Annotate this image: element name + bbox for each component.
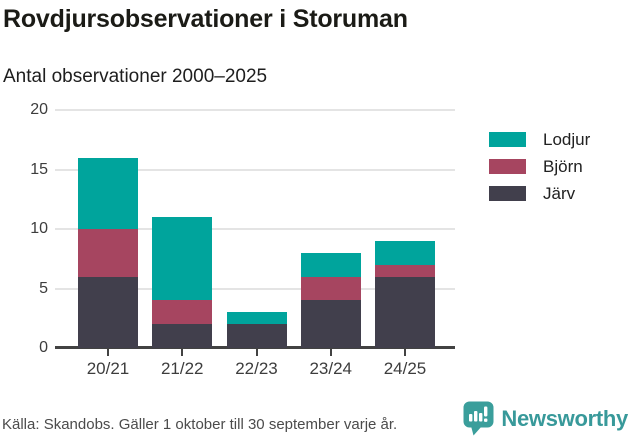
x-axis-label: 20/21 (86, 359, 130, 378)
gridline (55, 109, 455, 111)
x-axis-tick (404, 349, 406, 356)
legend-label: Järv (543, 183, 576, 203)
y-axis-label: 0 (39, 339, 48, 356)
bar-segment-björn (152, 300, 213, 324)
bar-segment-järv (300, 300, 361, 348)
legend-item: Järv (489, 180, 590, 207)
legend-label: Björn (543, 156, 583, 176)
x-axis-label: 22/23 (235, 359, 278, 378)
newsworthy-speech-bubble-bar-chart-icon (463, 401, 494, 436)
bar-column (375, 110, 435, 348)
source-note: Källa: Skandobs. Gäller 1 oktober till 3… (2, 416, 398, 433)
legend: Lodjur Björn Järv (489, 126, 590, 207)
legend-swatch (489, 132, 526, 147)
bar-segment-lodjur (226, 312, 287, 324)
x-axis-tick (255, 349, 258, 356)
x-axis-label: 23/24 (309, 359, 353, 378)
newsworthy-logo[interactable]: Newsworthy (463, 401, 628, 436)
bar-segment-björn (300, 277, 361, 300)
page-title: Rovdjursobservationer i Storuman (3, 5, 408, 33)
bar-segment-björn (78, 229, 138, 277)
legend-swatch (489, 159, 526, 174)
bar-column (300, 110, 361, 348)
bar-column (152, 110, 213, 348)
y-axis-label: 5 (39, 279, 48, 297)
bar-segment-lodjur (152, 217, 213, 300)
newsworthy-wordmark: Newsworthy (501, 405, 628, 431)
y-axis-label: 10 (30, 220, 48, 237)
bar-segment-lodjur (300, 253, 361, 277)
x-axis-label: 21/22 (160, 359, 204, 378)
bar-segment-lodjur (375, 241, 435, 265)
bar-segment-järv (152, 324, 213, 348)
legend-label: Lodjur (543, 129, 591, 149)
chart-subtitle: Antal observationer 2000–2025 (3, 66, 268, 87)
bar-column (226, 110, 287, 348)
gridline (55, 168, 455, 171)
legend-swatch (489, 186, 526, 201)
y-axis-label: 20 (30, 101, 48, 118)
y-axis-label: 15 (30, 160, 48, 178)
bar-segment-lodjur (78, 158, 138, 229)
x-axis-tick (181, 349, 184, 356)
gridline (55, 228, 455, 230)
x-axis-tick (107, 349, 109, 356)
x-axis-tick (329, 349, 332, 356)
legend-item: Björn (489, 153, 590, 180)
plot-area (55, 109, 455, 349)
x-axis-label: 24/25 (383, 359, 427, 378)
bar-segment-björn (375, 265, 435, 277)
bar-segment-järv (78, 277, 138, 348)
bar-segment-järv (226, 324, 287, 348)
legend-item: Lodjur (489, 126, 590, 153)
bar-column (78, 110, 138, 348)
bar-segment-järv (375, 277, 435, 348)
gridline (55, 287, 455, 290)
